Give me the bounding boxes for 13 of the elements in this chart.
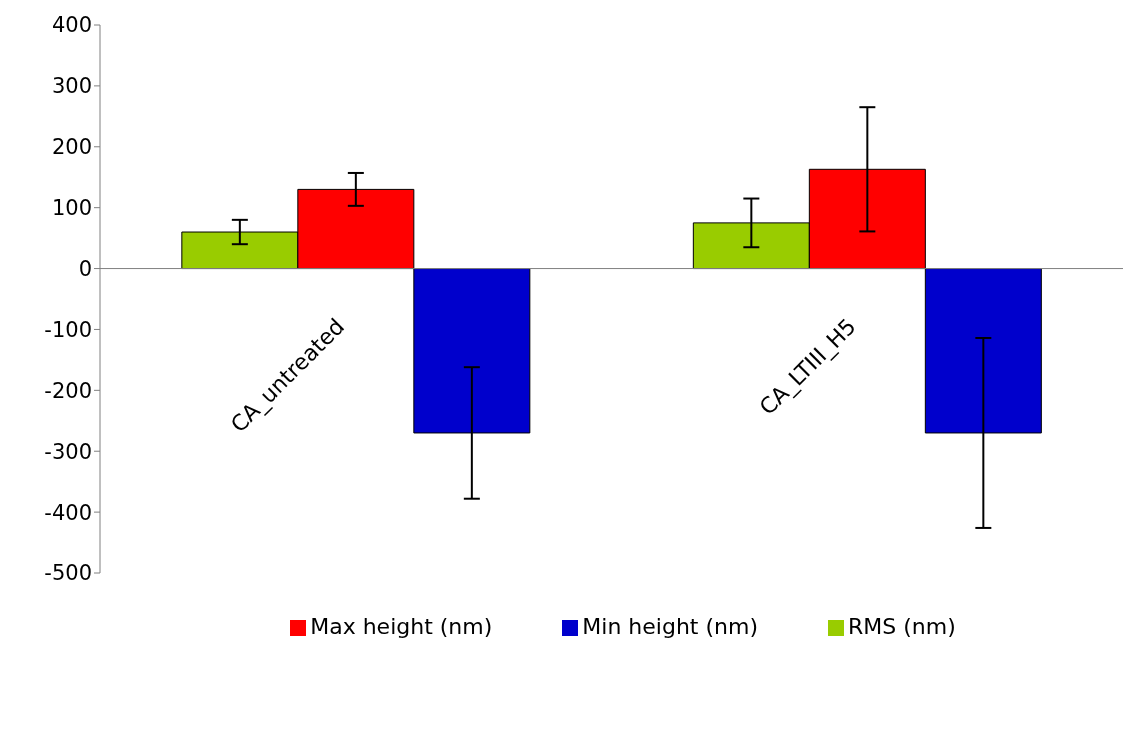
legend-label: RMS (nm) [848,614,956,639]
y-tick-label: -100 [44,317,92,342]
y-tick-label: 100 [51,196,92,221]
y-tick-label: -500 [44,561,92,586]
y-tick-label: -200 [44,378,92,403]
legend-label: Max height (nm) [310,614,493,639]
y-tick-label: 200 [51,135,92,160]
y-tick-label: 400 [51,13,92,38]
y-tick-label: -400 [44,500,92,525]
y-tick-label: 0 [78,257,92,282]
y-tick-label: 300 [51,74,92,99]
legend-label: Min height (nm) [582,614,759,639]
y-tick-label: -300 [44,439,92,464]
